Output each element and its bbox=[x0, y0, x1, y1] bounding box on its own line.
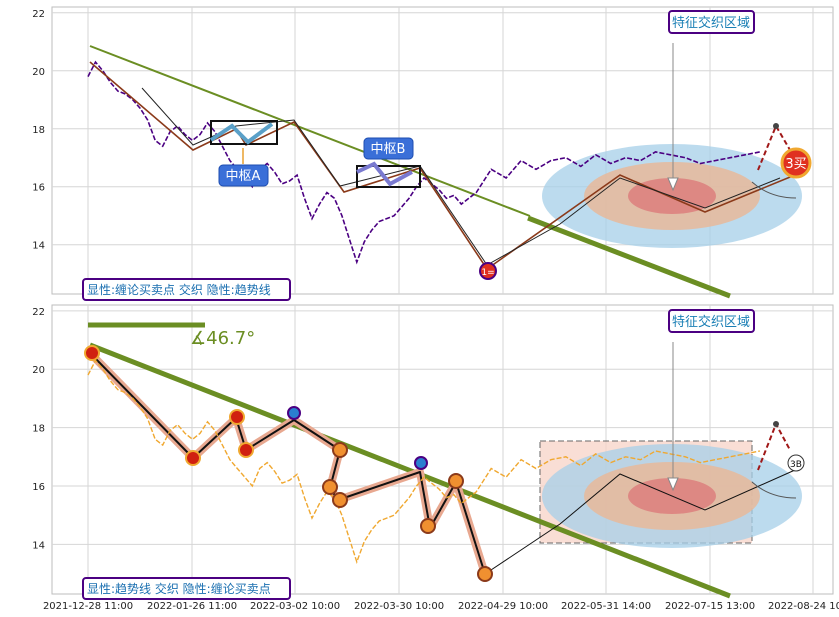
center-a-zigzag bbox=[209, 122, 274, 145]
signal-marker bbox=[287, 406, 301, 420]
signal-marker bbox=[414, 456, 428, 470]
center-a-label-box bbox=[218, 164, 269, 187]
signal-marker bbox=[84, 345, 100, 361]
top-forecast-dot bbox=[773, 123, 779, 129]
signal-marker bbox=[420, 518, 436, 534]
y-tick-label: 18 bbox=[32, 125, 45, 136]
signal-marker bbox=[477, 566, 493, 582]
bottom-x-ticks: 2021-12-28 11:00 2022-01-26 11:00 2022-03-… bbox=[43, 601, 839, 612]
y-tick-label: 22 bbox=[32, 307, 45, 318]
signal-marker bbox=[332, 442, 348, 458]
top-caption-box bbox=[82, 278, 291, 301]
signal-marker bbox=[238, 442, 254, 458]
top-chan-stroke bbox=[89, 61, 796, 271]
bottom-chan-line bbox=[91, 354, 486, 575]
bottom-3b-marker bbox=[787, 454, 805, 472]
signal-marker bbox=[185, 450, 201, 466]
bottom-panel: 14 16 18 20 22 2021-12-28 11:00 2022-01-26 11… bbox=[32, 304, 839, 612]
top-buy1-label: 1= bbox=[481, 268, 494, 278]
y-tick-label: 16 bbox=[32, 482, 45, 493]
bottom-price-line bbox=[87, 359, 761, 565]
top-region-arrowhead bbox=[667, 177, 679, 192]
bottom-trendline bbox=[89, 342, 731, 599]
bottom-forecast-curve bbox=[751, 481, 797, 499]
y-tick-label: 20 bbox=[32, 365, 45, 376]
center-b-label: 中枢B bbox=[371, 142, 406, 157]
y-tick-label: 18 bbox=[32, 424, 45, 435]
y-tick-label: 16 bbox=[32, 183, 45, 194]
x-tick-label: 2022-05-31 14:00 bbox=[561, 601, 651, 612]
signal-marker bbox=[332, 492, 348, 508]
top-buy1-marker bbox=[479, 262, 497, 280]
x-tick-label: 2022-08-24 10:00 bbox=[768, 601, 839, 612]
bottom-caption: 显性:趋势线 交织 隐性:缠论买卖点 bbox=[87, 581, 271, 596]
top-price-line bbox=[87, 60, 761, 265]
center-b-box bbox=[356, 165, 421, 188]
top-buy3-marker bbox=[780, 147, 812, 179]
signal-marker bbox=[448, 473, 464, 489]
x-tick-label: 2022-07-15 13:00 bbox=[665, 601, 755, 612]
bottom-chan-extension bbox=[484, 469, 796, 575]
bottom-caption-box bbox=[82, 577, 291, 600]
signal-marker bbox=[229, 409, 245, 425]
bottom-3b-label: 3B bbox=[790, 460, 802, 470]
bottom-y-ticks: 14 16 18 20 22 bbox=[32, 307, 45, 552]
angle-label: ∡46.7° bbox=[190, 328, 255, 349]
top-y-ticks: 14 16 18 20 22 bbox=[32, 9, 45, 252]
top-region-label: 特征交织区域 bbox=[672, 15, 750, 31]
top-trendline-thin bbox=[89, 45, 531, 217]
bottom-region-arrowhead bbox=[667, 477, 679, 492]
x-tick-label: 2022-03-30 10:00 bbox=[354, 601, 444, 612]
y-tick-label: 14 bbox=[32, 540, 45, 551]
bottom-region-label-box bbox=[668, 309, 755, 333]
y-tick-label: 14 bbox=[32, 241, 45, 252]
x-tick-label: 2022-03-02 10:00 bbox=[250, 601, 340, 612]
center-a-box bbox=[210, 120, 278, 145]
top-caption: 显性:缠论买卖点 交织 隐性:趋势线 bbox=[87, 282, 271, 297]
top-forecast-dashed bbox=[757, 123, 791, 171]
y-tick-label: 20 bbox=[32, 67, 45, 78]
center-b-zigzag bbox=[356, 161, 413, 187]
signal-marker bbox=[322, 479, 338, 495]
bottom-signal-markers bbox=[84, 345, 493, 582]
center-b-label-box bbox=[363, 137, 414, 160]
center-a-label: 中枢A bbox=[226, 169, 261, 184]
top-panel: 14 16 18 20 22 中枢A 中枢B 特征交织区域 bbox=[32, 6, 834, 301]
bottom-region-label: 特征交织区域 bbox=[672, 314, 750, 330]
x-tick-label: 2022-01-26 11:00 bbox=[147, 601, 237, 612]
top-buy3-label: 3买 bbox=[785, 157, 806, 172]
top-region-label-box bbox=[668, 10, 755, 34]
top-forecast-curve bbox=[751, 181, 797, 199]
x-tick-label: 2021-12-28 11:00 bbox=[43, 601, 133, 612]
y-tick-label: 22 bbox=[32, 9, 45, 20]
x-tick-label: 2022-04-29 10:00 bbox=[458, 601, 548, 612]
top-trendline-thick bbox=[527, 215, 731, 299]
bottom-forecast-dot bbox=[773, 421, 779, 427]
